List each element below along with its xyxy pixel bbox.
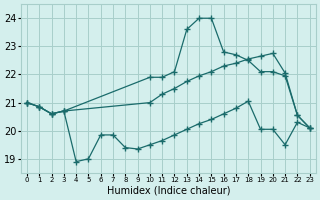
X-axis label: Humidex (Indice chaleur): Humidex (Indice chaleur) — [107, 186, 230, 196]
